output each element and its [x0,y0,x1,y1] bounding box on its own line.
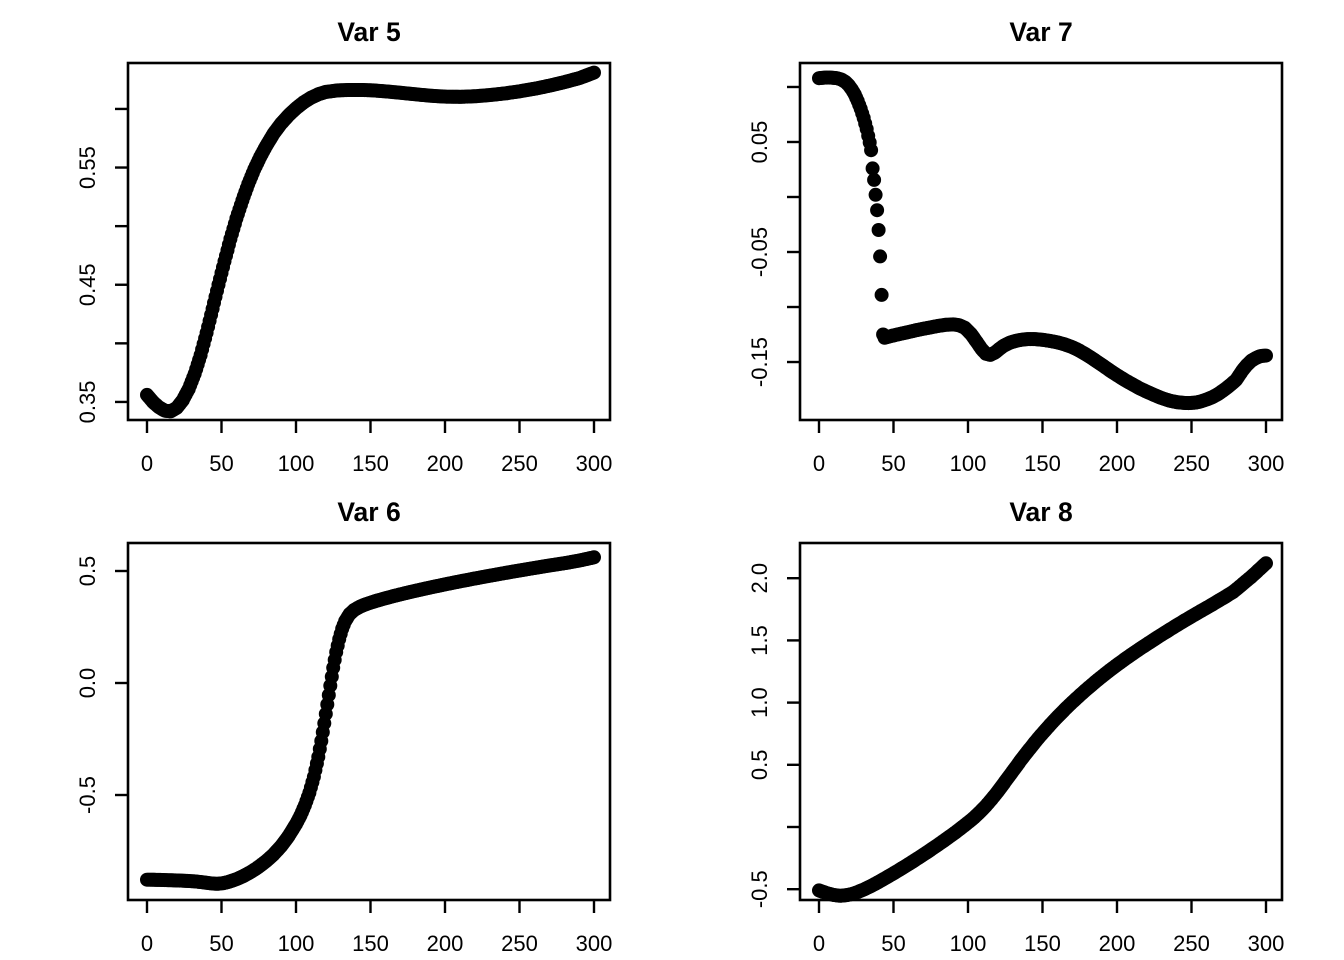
x-tick-label: 150 [352,451,389,476]
plot-box [798,541,1284,902]
x-tick-label: 150 [1024,451,1061,476]
x-tick-label: 0 [141,931,153,956]
x-tick-label: 250 [501,931,538,956]
y-tick-label: 0.45 [75,263,100,306]
y-tick-label: -0.15 [747,337,772,387]
data-point [587,65,601,80]
x-tick-label: 250 [501,451,538,476]
x-tick-label: 250 [1173,451,1210,476]
y-tick-label: 0.35 [75,381,100,424]
x-tick-label: 0 [141,451,153,476]
y-tick-label: 0.55 [75,146,100,189]
data-point [871,223,886,237]
y-tick-label: 1.0 [747,687,772,718]
data-point [870,203,885,218]
x-tick-label: 200 [427,931,464,956]
chart-title-var-7: Var 7 [1009,17,1072,47]
x-tick-label: 300 [576,451,613,476]
data-point [867,172,882,187]
x-tick-label: 50 [209,931,233,956]
data-point [1259,556,1273,571]
plot-area-var-7: 0 50 100 150 200 250 300 0.05 -0.05 -0.15 [747,61,1285,476]
chart-title-var-5: Var 5 [337,17,400,47]
plot-area-var-5: 0 50 100 150 200 250 300 0.35 0.45 0.55 [75,61,613,476]
plot-area-var-6: 0 50 100 150 200 250 300 0.5 0.0 -0.5 [75,541,613,956]
data-point [868,187,883,202]
x-tick-label: 300 [1248,931,1285,956]
x-tick-label: 50 [881,931,905,956]
y-tick-label: 2.0 [747,563,772,594]
plot-area-var-8: 0 50 100 150 200 250 300 2.0 1.5 1.0 0.5 -0.5 [747,541,1285,956]
plot-box [126,541,612,902]
plot-box [126,61,612,422]
x-tick-label: 0 [813,451,825,476]
panel-var-6: Var 6 0 50 100 150 200 250 300 0.5 0.0 -0.5 [75,497,613,956]
panel-var-7: Var 7 0 50 100 150 200 250 300 0.05 -0.05 -0.15 [747,17,1285,476]
x-tick-label: 250 [1173,931,1210,956]
panel-var-5: Var 5 0 50 100 150 200 250 300 0.35 0.45 0.55 [75,17,613,476]
x-tick-label: 200 [427,451,464,476]
plot-box [798,61,1284,422]
chart-title-var-8: Var 8 [1009,497,1072,527]
x-tick-label: 50 [881,451,905,476]
y-tick-label: 0.5 [75,556,100,587]
y-tick-label: 0.5 [747,750,772,781]
data-point [1259,348,1273,363]
data-point [873,249,888,264]
y-tick-label: -0.5 [747,870,772,908]
x-tick-label: 200 [1099,931,1136,956]
x-tick-label: 300 [1248,451,1285,476]
y-tick-label: 0.0 [75,668,100,699]
y-tick-label: -0.5 [75,776,100,814]
x-tick-label: 150 [1024,931,1061,956]
y-tick-label: -0.05 [747,227,772,277]
chart-title-var-6: Var 6 [337,497,400,527]
x-tick-label: 150 [352,931,389,956]
x-tick-label: 200 [1099,451,1136,476]
y-tick-label: 0.05 [747,121,772,164]
x-tick-label: 300 [576,931,613,956]
data-point [864,143,879,158]
x-tick-label: 100 [950,931,987,956]
x-tick-label: 0 [813,931,825,956]
x-tick-label: 100 [950,451,987,476]
y-tick-label: 1.5 [747,625,772,656]
x-tick-label: 100 [278,451,315,476]
x-tick-label: 50 [209,451,233,476]
data-point [874,287,889,302]
x-tick-label: 100 [278,931,315,956]
data-point [865,161,880,176]
data-point [587,550,601,565]
panel-var-8: Var 8 0 50 100 150 200 250 300 2.0 1.5 1.0 0.5 -0.5 [747,497,1285,956]
